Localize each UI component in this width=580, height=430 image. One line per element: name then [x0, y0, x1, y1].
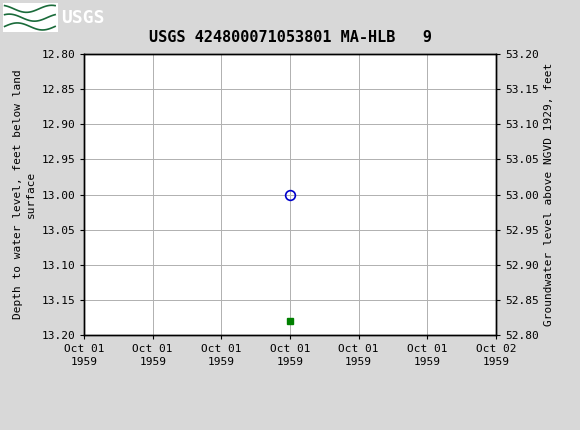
- Text: USGS: USGS: [61, 9, 104, 27]
- Y-axis label: Groundwater level above NGVD 1929, feet: Groundwater level above NGVD 1929, feet: [544, 63, 554, 326]
- FancyBboxPatch shape: [3, 3, 58, 32]
- Y-axis label: Depth to water level, feet below land
surface: Depth to water level, feet below land su…: [13, 70, 36, 319]
- Text: USGS 424800071053801 MA-HLB   9: USGS 424800071053801 MA-HLB 9: [148, 30, 432, 45]
